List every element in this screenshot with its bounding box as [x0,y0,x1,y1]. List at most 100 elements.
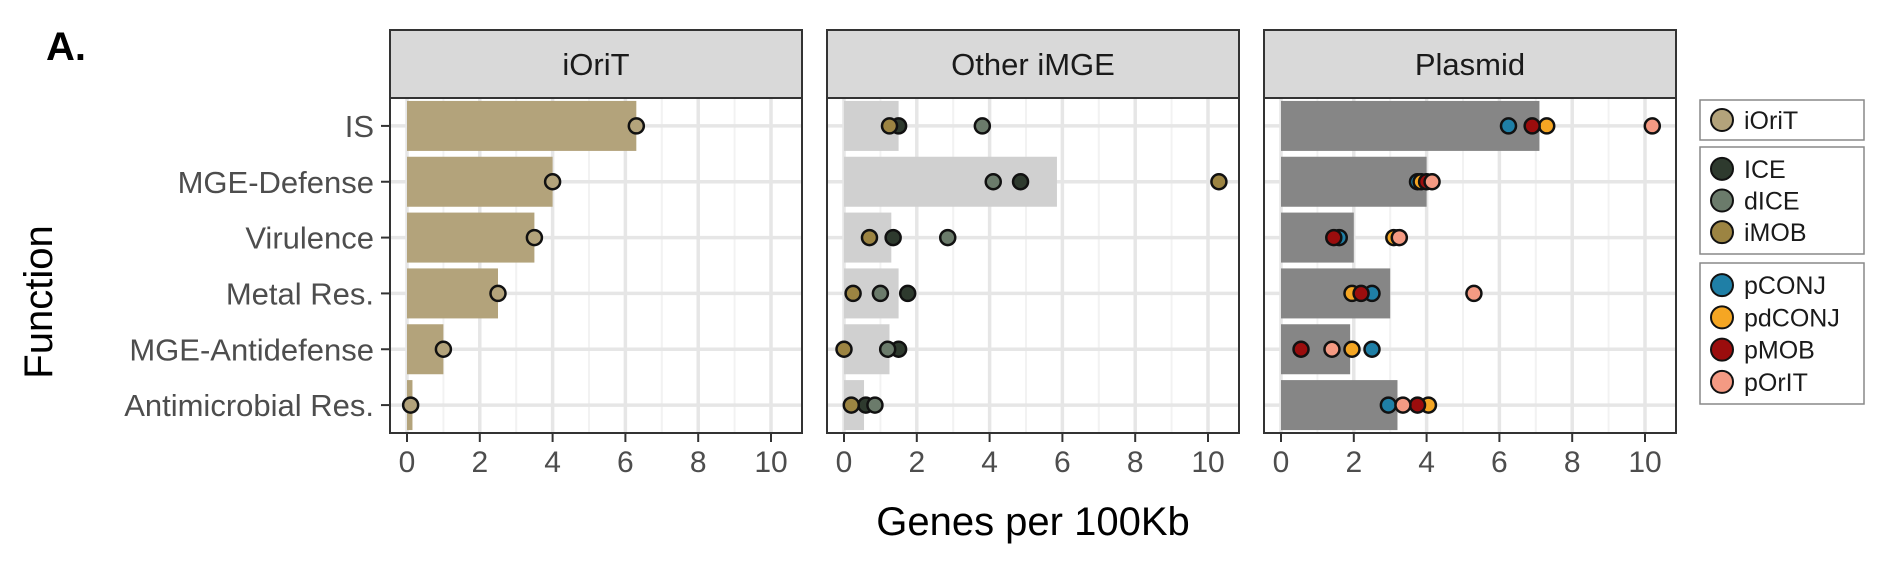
point-ice [884,228,902,247]
point-iorit [434,340,453,358]
legend-key-pmob [1710,337,1734,362]
x-tick-label: 10 [1191,446,1224,479]
y-tick-label: Antimicrobial Res. [124,388,374,423]
legend-group: iOriT [1699,99,1865,141]
point-dice [984,173,1002,191]
x-tick-label: 10 [754,446,787,479]
point-porit [1465,284,1483,303]
legend-key-pdconj [1710,305,1734,330]
point-imob [842,396,861,414]
legend-key-iorit [1710,108,1734,132]
x-tick-label: 8 [690,446,707,479]
x-tick-label: 6 [1054,446,1071,479]
point-pconj [1499,117,1518,135]
bar [1281,100,1540,151]
point-imob [844,284,862,303]
facet-plasmid: Plasmid 0 2 4 6 8 10 [1263,29,1677,479]
legend-key-pconj [1710,273,1734,298]
point-pmob [1523,117,1541,135]
facet-iorit: iOriT 0 2 4 6 8 10 IS MGE-Defense Virulence Metal … [124,29,803,479]
panel-border [826,97,1240,434]
bar [407,268,498,319]
y-tick-label: MGE-Antidefense [129,332,374,367]
point-iorit [543,173,562,191]
legend-key-dice [1710,188,1734,213]
bar [407,156,553,207]
point-iorit [525,228,544,247]
point-iorit [401,396,420,414]
point-porit [1394,396,1412,414]
bar [1281,380,1398,431]
point-imob [1210,173,1228,191]
point-pdconj [1343,340,1361,358]
point-dice [878,340,897,358]
point-imob [835,340,853,358]
facet-strip [1263,29,1677,99]
point-porit [1323,340,1341,358]
facet-strip-label: iOriT [562,47,629,82]
point-dice [871,284,890,303]
point-iorit [489,284,507,303]
point-porit [1423,173,1441,191]
panel-label: A. [46,25,86,69]
x-tick-label: 0 [1273,446,1290,479]
x-tick-label: 2 [1345,446,1362,479]
point-ice [898,284,917,303]
legend-key-ice [1710,156,1734,181]
facet-other-imge: Other iMGE 0 2 4 6 8 10 [826,29,1240,479]
facets: iOriT 0 2 4 6 8 10 IS MGE-Defense Virulence Metal … [124,29,1677,479]
x-tick-label: 2 [471,446,488,479]
point-pmob [1408,396,1427,414]
point-pdconj [1537,117,1556,135]
point-pconj [1363,340,1381,358]
panel-background [1264,98,1676,433]
bar [407,100,637,151]
point-ice [1011,173,1030,191]
point-iorit [627,117,646,135]
legend-label: pOrIT [1744,369,1808,397]
y-tick-label: MGE-Defense [178,165,374,200]
point-pmob [1352,284,1370,303]
legend: iOriT ICE dICE iMOB pCONJ pdCONJ pMOB pOrIT [1699,99,1865,405]
legend-group: pCONJ pdCONJ pMOB pOrIT [1699,262,1865,405]
panel-border [1263,97,1677,434]
panel-border [389,97,803,434]
x-axis-title: Genes per 100Kb [876,500,1190,544]
legend-label: iMOB [1744,219,1807,247]
bar [1281,156,1427,207]
y-tick-label: Virulence [245,221,374,256]
legend-key-imob [1710,220,1734,245]
x-tick-label: 0 [399,446,416,479]
y-tick-label: IS [345,109,374,144]
point-pmob [1292,340,1310,358]
legend-label: ICE [1744,156,1786,184]
point-imob [860,228,879,247]
x-tick-label: 6 [1491,446,1508,479]
y-axis-title: Function [17,225,61,378]
legend-label: pdCONJ [1744,304,1840,332]
facet-strip-label: Other iMGE [951,47,1115,82]
legend-group: ICE dICE iMOB [1699,146,1865,255]
facet-strip-label: Plasmid [1415,47,1525,82]
legend-key-porit [1710,369,1734,394]
point-dice [938,228,957,247]
legend-label: pCONJ [1744,272,1826,300]
panel-background [390,98,802,433]
legend-label: iOriT [1744,107,1798,135]
x-tick-label: 4 [981,446,998,479]
x-tick-label: 10 [1628,446,1661,479]
facet-strip [389,29,803,99]
point-pconj [1379,396,1398,414]
bar [407,212,535,263]
legend-label: dICE [1744,188,1800,216]
point-porit [1643,117,1662,135]
x-tick-label: 8 [1127,446,1144,479]
x-tick-label: 0 [836,446,853,479]
x-tick-label: 4 [1418,446,1435,479]
legend-label: pMOB [1744,337,1815,365]
x-tick-label: 8 [1564,446,1581,479]
x-tick-label: 2 [908,446,925,479]
x-tick-label: 4 [544,446,561,479]
x-tick-label: 6 [617,446,634,479]
